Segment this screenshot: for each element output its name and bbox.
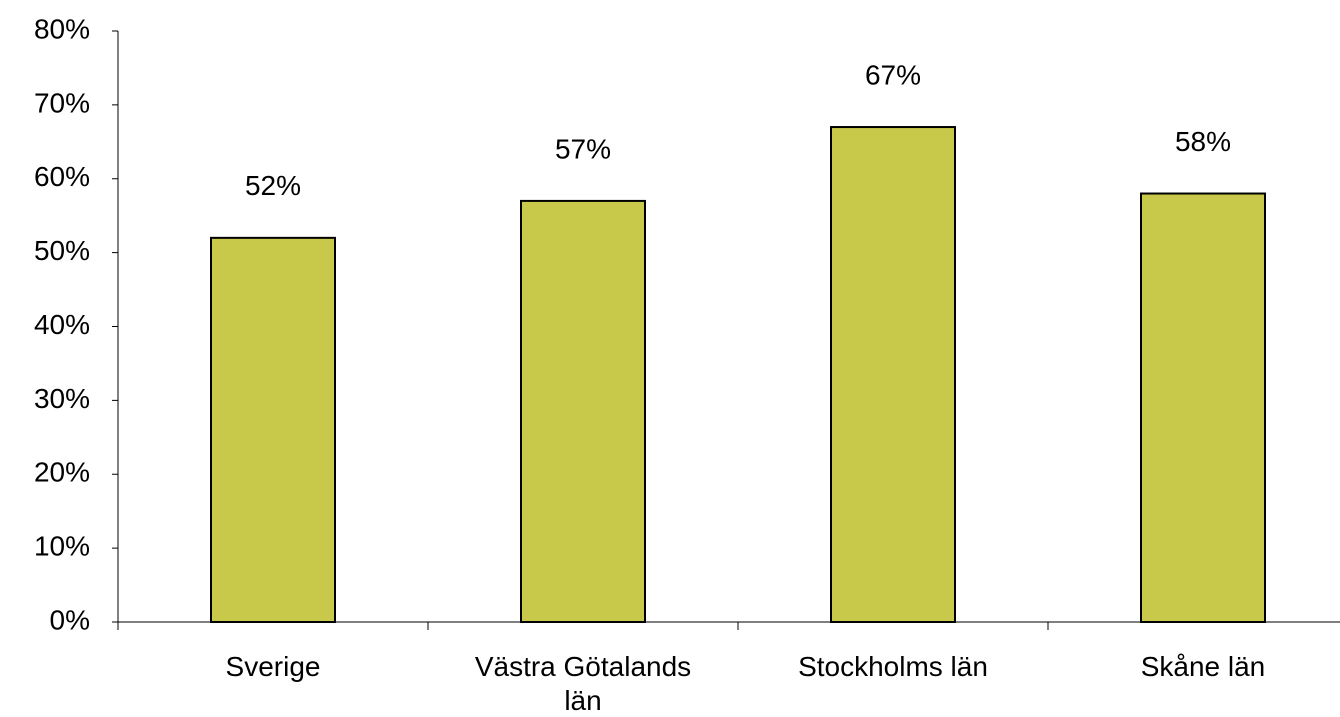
bar	[520, 199, 646, 623]
y-tick-label: 50%	[34, 235, 90, 266]
x-tick-label: Västra Götalands län	[474, 651, 692, 716]
y-tick-label: 0%	[50, 604, 90, 635]
y-tick-label: 20%	[34, 457, 90, 488]
x-tick-label: Stockholms län	[798, 651, 988, 682]
y-tick-label: 60%	[34, 161, 90, 192]
y-tick-label: 40%	[34, 309, 90, 340]
x-tick-label: Sverige	[225, 651, 321, 682]
bar	[830, 126, 956, 623]
y-tick-label: 80%	[34, 13, 90, 44]
bar	[1140, 192, 1266, 623]
x-tick-label: Skåne län	[1140, 651, 1266, 682]
y-tick-label: 70%	[34, 87, 90, 118]
value-label: 58%	[1175, 126, 1231, 157]
value-label: 67%	[865, 59, 921, 90]
bar	[210, 236, 336, 623]
value-label: 52%	[245, 170, 301, 201]
y-tick-label: 10%	[34, 531, 90, 562]
y-tick-label: 30%	[34, 383, 90, 414]
value-label: 57%	[555, 133, 611, 164]
